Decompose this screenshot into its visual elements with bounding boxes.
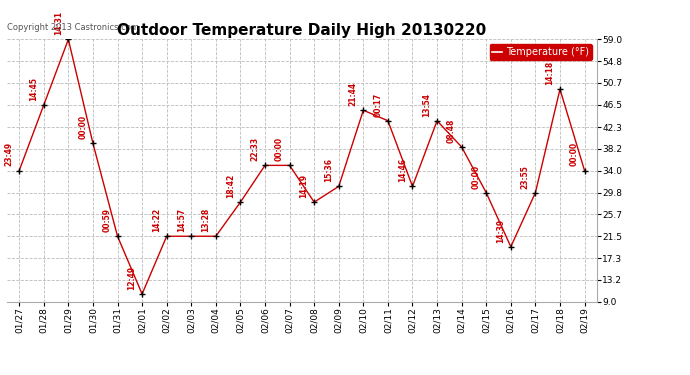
Text: 13:54: 13:54: [422, 93, 431, 117]
Text: 14:45: 14:45: [29, 77, 38, 101]
Text: 00:17: 00:17: [373, 92, 382, 117]
Text: 22:33: 22:33: [250, 137, 259, 161]
Text: 14:31: 14:31: [54, 11, 63, 35]
Text: 00:00: 00:00: [275, 137, 284, 161]
Text: 14:22: 14:22: [152, 208, 161, 232]
Text: 23:49: 23:49: [5, 142, 14, 166]
Text: 14:19: 14:19: [299, 174, 308, 198]
Text: 00:00: 00:00: [570, 142, 579, 166]
Text: 23:55: 23:55: [521, 165, 530, 189]
Text: 14:46: 14:46: [398, 158, 407, 182]
Text: 12:49: 12:49: [128, 266, 137, 290]
Text: 14:39: 14:39: [496, 219, 505, 243]
Text: 15:36: 15:36: [324, 158, 333, 182]
Text: 13:28: 13:28: [201, 208, 210, 232]
Legend: Temperature (°F): Temperature (°F): [489, 44, 592, 60]
Text: 14:18: 14:18: [545, 61, 555, 85]
Text: 18:42: 18:42: [226, 174, 235, 198]
Text: Copyright 2013 Castronics.com: Copyright 2013 Castronics.com: [7, 22, 139, 32]
Text: 00:59: 00:59: [103, 208, 112, 232]
Title: Outdoor Temperature Daily High 20130220: Outdoor Temperature Daily High 20130220: [117, 23, 486, 38]
Text: 00:00: 00:00: [79, 115, 88, 139]
Text: 08:48: 08:48: [447, 118, 456, 143]
Text: 21:44: 21:44: [348, 82, 358, 106]
Text: 00:00: 00:00: [472, 164, 481, 189]
Text: 14:57: 14:57: [177, 208, 186, 232]
